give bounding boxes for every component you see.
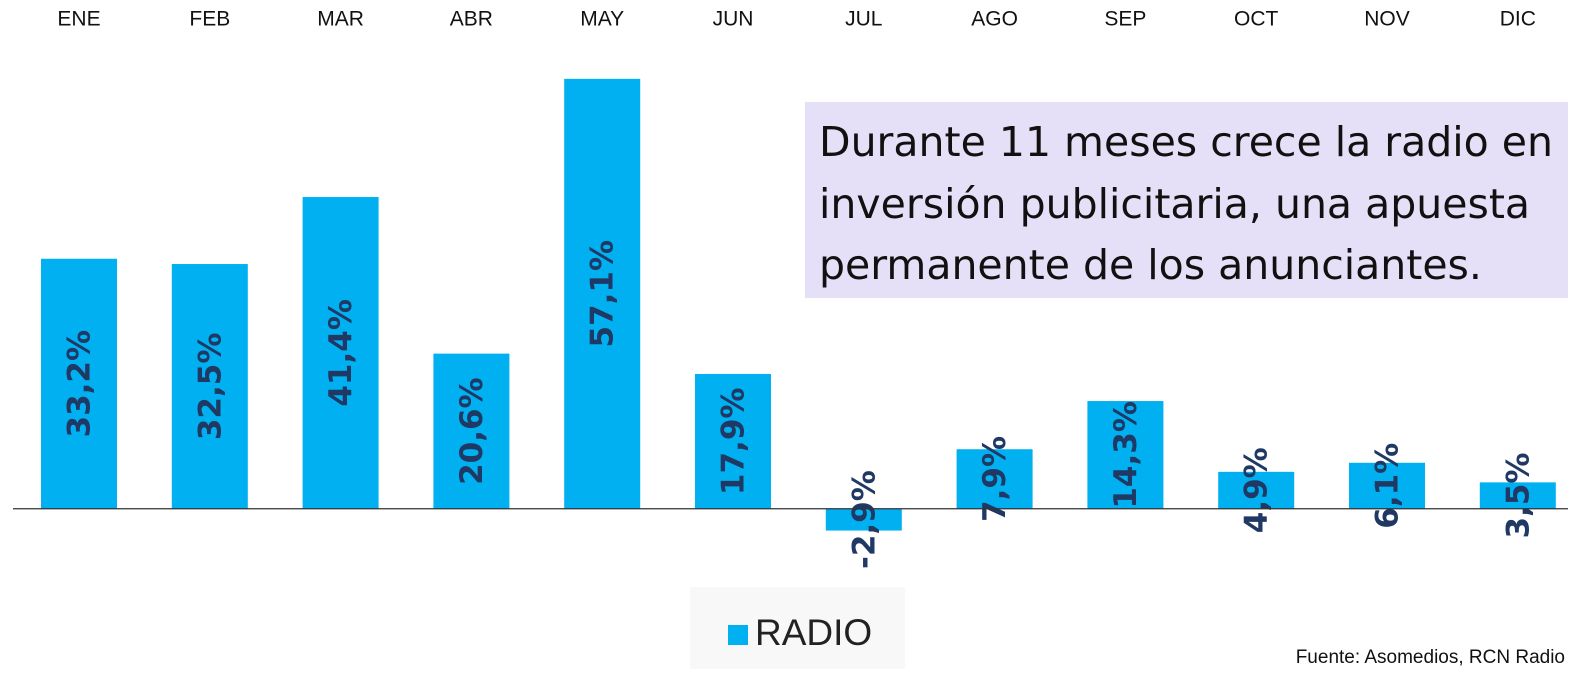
legend-swatch bbox=[728, 625, 748, 645]
data-label: 3,5% bbox=[1500, 453, 1536, 539]
x-tick-label: JUL bbox=[845, 8, 882, 31]
bar bbox=[1218, 471, 1295, 509]
bar bbox=[41, 258, 117, 509]
data-label: 41,4% bbox=[323, 299, 359, 407]
data-label: 20,6% bbox=[454, 377, 490, 485]
annotation-box bbox=[805, 102, 1568, 298]
bar bbox=[825, 508, 902, 531]
data-label: 6,1% bbox=[1370, 443, 1406, 529]
annotation-line: Durante 11 meses crece la radio en bbox=[819, 118, 1553, 166]
bar bbox=[956, 449, 1033, 509]
data-label: -2,9% bbox=[846, 470, 882, 569]
bar bbox=[1087, 401, 1164, 509]
bar bbox=[1479, 482, 1556, 509]
data-label: 33,2% bbox=[62, 330, 98, 438]
bar bbox=[433, 353, 510, 509]
bar bbox=[171, 264, 248, 509]
legend-box bbox=[690, 587, 905, 669]
annotation-line: inversión publicitaria, una apuesta bbox=[819, 180, 1530, 228]
bar bbox=[695, 373, 771, 509]
data-label: 14,3% bbox=[1108, 401, 1144, 509]
legend-label: RADIO bbox=[755, 612, 872, 653]
data-label: 57,1% bbox=[585, 240, 621, 348]
data-label: 17,9% bbox=[716, 388, 752, 496]
data-label: 7,9% bbox=[977, 436, 1013, 522]
x-tick-label: JUN bbox=[713, 8, 754, 31]
x-tick-label: SEP bbox=[1104, 8, 1146, 31]
bar bbox=[302, 197, 379, 509]
x-tick-label: ABR bbox=[450, 8, 493, 31]
bar bbox=[1349, 462, 1425, 509]
data-label: 4,9% bbox=[1239, 447, 1275, 533]
x-tick-label: AGO bbox=[971, 8, 1018, 31]
x-tick-label: FEB bbox=[189, 8, 230, 31]
annotation-line: permanente de los anunciantes. bbox=[819, 241, 1482, 289]
data-label: 32,5% bbox=[192, 333, 228, 441]
x-tick-label: MAY bbox=[580, 8, 624, 31]
bar bbox=[564, 78, 641, 509]
source: Fuente: Asomedios, RCN Radio bbox=[1296, 647, 1565, 668]
x-tick-label: DIC bbox=[1500, 8, 1536, 31]
x-tick-label: OCT bbox=[1234, 8, 1279, 31]
x-tick-label: NOV bbox=[1364, 8, 1410, 31]
x-tick-label: MAR bbox=[317, 8, 364, 31]
x-tick-label: ENE bbox=[57, 8, 100, 31]
